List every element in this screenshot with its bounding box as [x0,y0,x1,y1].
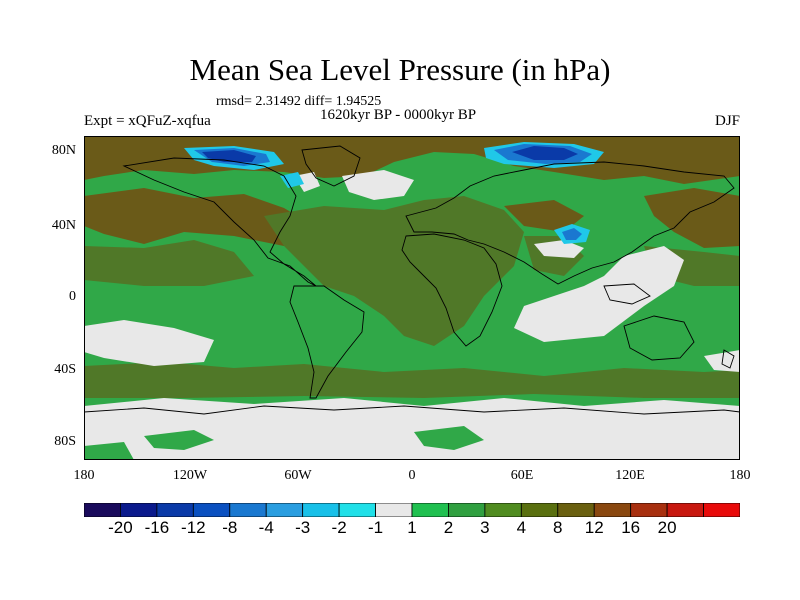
colorbar-swatch [630,503,668,517]
colorbar-swatch [229,503,267,517]
lat-tick-40s: 40S [54,362,76,377]
colorbar-swatch [84,503,121,517]
experiment-label: Expt = xQFuZ-xqfua [84,113,211,129]
colorbar-swatch [411,503,449,517]
colorbar-swatch [448,503,486,517]
colorbar-swatch [520,503,559,517]
map-frame [84,136,740,460]
colorbar-label: -12 [181,518,206,537]
colorbar-swatch [265,503,304,517]
colorbar-label: 2 [443,518,454,537]
colorbar-label: 1 [407,518,417,537]
chart-title: Mean Sea Level Pressure (in hPa) [189,52,611,87]
lon-tick-120e: 120E [615,468,645,483]
colorbar-label: -20 [108,518,133,537]
colorbar-swatch [666,503,704,517]
coastlines [84,145,740,415]
blue-field [184,142,604,244]
colorbar-swatch [156,503,194,517]
colorbar-label: -1 [367,518,384,537]
colorbar-swatch [120,503,158,517]
southern-green-patches [84,426,484,460]
colorbar-swatch [557,503,595,517]
lat-tick-0: 0 [69,289,76,304]
pressure-map [84,136,740,460]
lon-tick-180e: 180 [729,468,751,483]
colorbar-label: 4 [516,518,527,537]
colorbar-swatch [192,503,231,517]
stats-text: rmsd= 2.31492 diff= 1.94525 [216,94,382,109]
lon-tick-60w: 60W [284,468,312,483]
colorbar-label: 8 [553,518,563,537]
lat-tick-80n: 80N [51,143,76,158]
colorbar-label: 12 [584,518,604,537]
white-field [84,170,740,460]
colorbar-swatch [484,503,522,517]
colorbar-label: -16 [144,518,170,537]
lon-tick-0: 0 [408,468,416,483]
colorbar-label: -8 [222,518,238,537]
colorbar-swatch [593,503,632,517]
season-label: DJF [714,113,740,129]
colorbar-swatch [302,503,340,517]
colorbar-label: 20 [657,518,677,537]
colorbar-swatch [338,503,376,517]
lon-tick-180w: 180 [73,468,95,483]
lon-tick-120w: 120W [172,468,208,483]
colorbar-label: 3 [480,518,490,537]
period-label: 1620kyr BP - 0000kyr BP [320,107,477,123]
colorbar-label: -3 [295,518,311,537]
colorbar-label: 16 [621,518,641,537]
colorbar [84,503,740,517]
lon-tick-60e: 60E [510,468,534,483]
colorbar-label: -2 [331,518,347,537]
colorbar-label: -4 [258,518,274,537]
lat-tick-40n: 40N [51,218,76,233]
colorbar-swatch [703,503,740,517]
colorbar-swatch [375,503,413,517]
lat-tick-80s: 80S [54,434,76,449]
